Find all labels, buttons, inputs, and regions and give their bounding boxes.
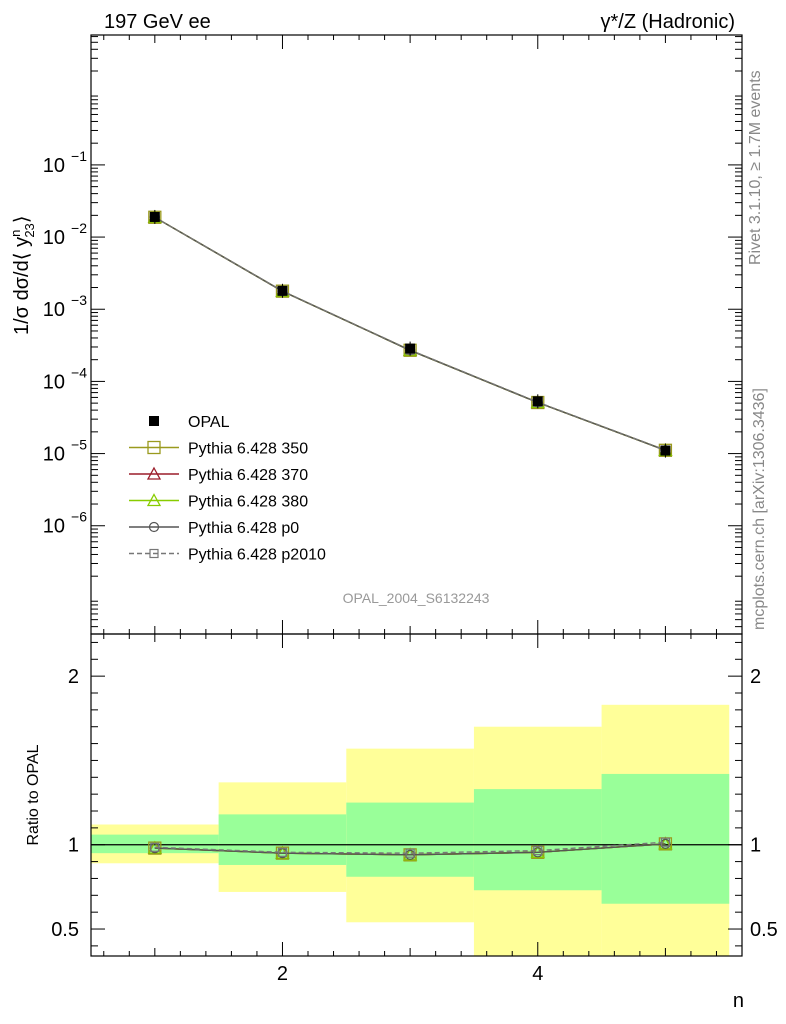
ratio-y-tick-label-right-1: 1 [750, 835, 761, 857]
ratio-y-tick-label-right-2: 2 [750, 666, 761, 688]
legend-marker-2 [146, 493, 162, 507]
ratio-band-green-2 [346, 802, 474, 877]
x-tick-label-1: 4 [532, 963, 543, 985]
legend-marker-0 [147, 440, 161, 455]
analysis-watermark: OPAL_2004_S6132243 [343, 590, 490, 606]
main-y-tick-label-1: 10 [43, 227, 65, 249]
main-series-line-3 [154, 216, 666, 451]
main-series-line-4 [154, 216, 666, 451]
main-ylabel: 1/σ dσ/d⟨ yn23⟩ [8, 215, 37, 335]
main-y-tick-exp-1: −2 [71, 220, 87, 236]
legend: OPAL Pythia 6.428 350 Pythia 6.428 370 Pyth… [129, 414, 326, 564]
legend-marker-1 [146, 466, 162, 480]
side-text-rivet: Rivet 3.1.10, ≥ 1.7M events [747, 70, 764, 265]
header-left: 197 GeV ee [104, 11, 211, 33]
ratio-series-4-point-4 [660, 837, 671, 847]
x-tick-label-0: 2 [277, 963, 288, 985]
main-y-tick-exp-4: −5 [71, 437, 87, 453]
data-point-0 [149, 211, 160, 222]
ratio-plot [147, 836, 673, 862]
ratio-y-tick-label-left-2: 2 [68, 666, 79, 688]
ratio-y-tick-label-right-0: 0.5 [750, 919, 778, 941]
main-y-tick-label-5: 10 [43, 516, 65, 538]
legend-label-4: Pythia 6.428 p2010 [188, 547, 326, 564]
main-series-line-0 [154, 216, 666, 451]
ratio-series-4-point-2 [405, 848, 415, 858]
ratio-y-tick-label-left-1: 1 [68, 835, 79, 857]
ratio-series-4-point-3 [533, 846, 543, 856]
main-plot [147, 209, 673, 458]
legend-label-2: Pythia 6.428 380 [188, 494, 308, 511]
legend-label-1: Pythia 6.428 370 [188, 467, 308, 484]
ratio-series-line-3 [154, 843, 666, 856]
main-y-tick-label-0: 10 [43, 155, 65, 177]
main-series-line-2 [154, 216, 666, 451]
main-y-tick-exp-0: −1 [71, 148, 87, 164]
ratio-frame [90, 633, 743, 957]
ratio-series-4-point-1 [277, 847, 288, 857]
ratio-series-4-point-0 [150, 842, 160, 852]
main-series-line-1 [154, 216, 666, 451]
header-right: γ*/Z (Hadronic) [601, 11, 735, 33]
data-point-1 [277, 285, 288, 296]
main-y-tick-exp-3: −4 [71, 364, 87, 380]
data-point-4 [660, 445, 671, 456]
data-point-3 [532, 396, 543, 407]
main-y-tick-exp-2: −3 [71, 292, 87, 308]
main-y-tick-label-4: 10 [43, 444, 65, 466]
main-y-tick-label-2: 10 [43, 299, 65, 321]
legend-marker-3 [148, 521, 160, 533]
legend-marker-4 [149, 548, 159, 559]
data-point-2 [405, 343, 416, 354]
legend-label-0: Pythia 6.428 350 [188, 441, 308, 458]
legend-label-opal: OPAL [188, 414, 230, 431]
main-frame [90, 34, 743, 635]
side-text-mcplots: mcplots.cern.ch [arXiv:1306.3436] [751, 388, 768, 630]
main-y-tick-label-3: 10 [43, 371, 65, 393]
ratio-series-line-4 [154, 841, 666, 854]
ratio-ylabel: Ratio to OPAL [25, 744, 42, 845]
ratio-band-green-3 [473, 789, 602, 891]
ratio-y-tick-label-left-0: 0.5 [51, 919, 79, 941]
ratio-bands [91, 704, 742, 956]
axes: 2 4 10 −1 10 −2 10 −3 10 −4 10 −5 10 −6 0.5 0.5 1 1 2 2 [43, 34, 778, 985]
legend-label-3: Pythia 6.428 p0 [188, 520, 299, 537]
main-y-tick-exp-5: −6 [71, 509, 87, 525]
xlabel: n [733, 990, 744, 1012]
legend-marker-opal [149, 416, 159, 426]
